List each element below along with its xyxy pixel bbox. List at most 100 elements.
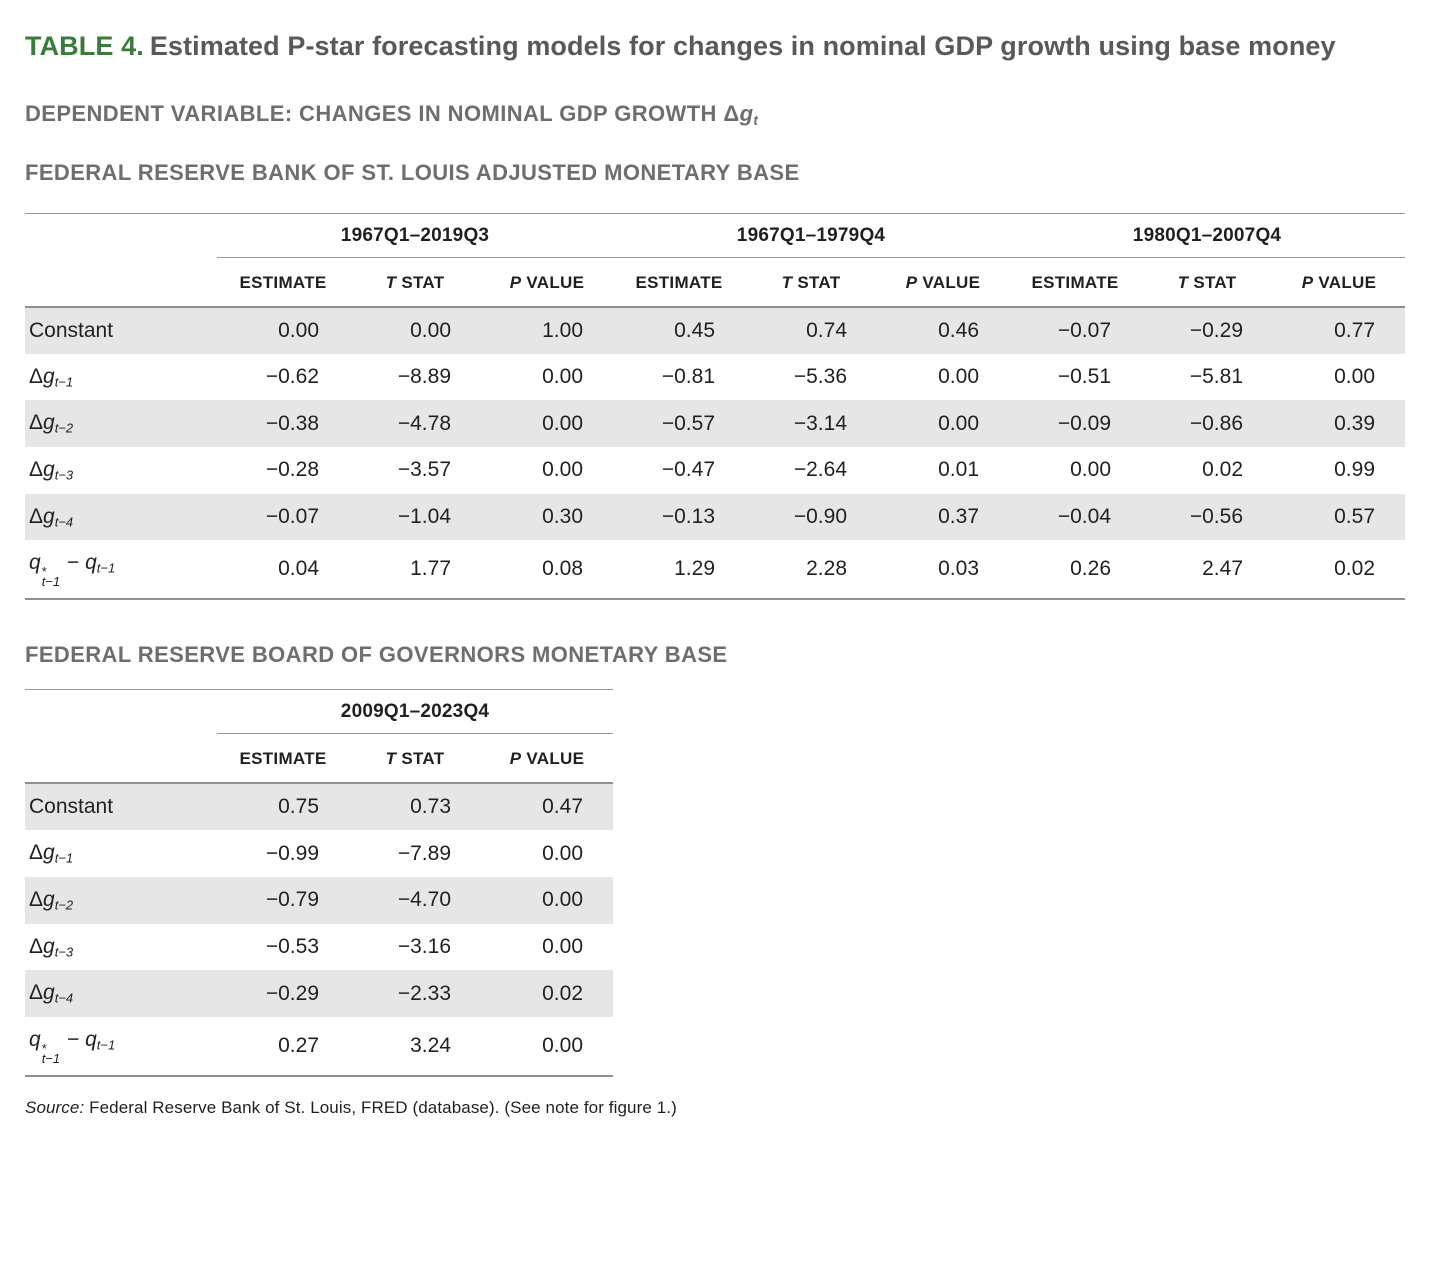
cell-value: −0.29: [217, 970, 349, 1017]
table-row: Δgt−4 −0.07 −1.04 0.30 −0.13 −0.90 0.37 −0.04 −0…: [25, 493, 1405, 541]
cell-value: 0.00: [542, 1034, 583, 1057]
row-label: Δgt−3: [29, 458, 74, 483]
column-header: P VALUE: [481, 257, 613, 308]
cell-value: 0.00: [349, 306, 481, 354]
column-header: ESTIMATE: [613, 257, 745, 308]
table-title: TABLE 4. Estimated P-star forecasting mod…: [25, 28, 1400, 65]
cell-value: −3.57: [397, 458, 451, 482]
cell-value: −7.89: [397, 841, 451, 865]
row-label: Δgt−1: [29, 841, 74, 867]
cell-value: 2.28: [806, 557, 847, 581]
table-row: Δgt−3 −0.53 −3.16 0.00: [25, 924, 613, 971]
row-label: q * t−1 − qt−1: [29, 1027, 116, 1066]
source-note: Source: Federal Reserve Bank of St. Loui…: [25, 1098, 677, 1118]
row-label: Constant: [25, 306, 217, 354]
cell-value: −0.07: [1009, 306, 1141, 354]
table-row: Δgt−1 −0.62 −8.89 0.00 −0.81 −5.36 0.00 −0.51 −5…: [25, 354, 1405, 401]
row-label: Δgt−3: [29, 934, 74, 960]
cell-value: −0.13: [613, 493, 745, 541]
cell-value: −0.28: [265, 458, 319, 482]
cell-value: −0.38: [217, 400, 349, 448]
cell-value: 0.39: [1273, 400, 1405, 448]
cell-value: 0.99: [1334, 458, 1375, 482]
section-heading-stlouis-adjusted-base: FEDERAL RESERVE BANK OF ST. LOUIS ADJUST…: [25, 159, 800, 185]
cell-value: −2.33: [349, 970, 481, 1017]
stlouis-adjusted-base-table: 1967Q1–2019Q3 1967Q1–1979Q4 1980Q1–2007Q4 E…: [25, 212, 1405, 601]
table-row: q * t−1 − qt−1 0.27 3.24 0.00: [25, 1017, 613, 1076]
row-label: Δgt−4: [25, 970, 217, 1017]
column-header: T STAT: [349, 257, 481, 308]
cell-value: −0.57: [613, 400, 745, 448]
cell-value: 0.46: [877, 306, 1009, 354]
cell-value: 0.37: [877, 493, 1009, 541]
corner-spacer: [25, 257, 217, 308]
stat-header-row: ESTIMATE T STAT P VALUE ESTIMATE T STAT P VAL…: [25, 257, 1405, 308]
cell-value: −4.70: [349, 877, 481, 924]
cell-value: −0.81: [661, 365, 715, 389]
table-row: Δgt−2 −0.38 −4.78 0.00 −0.57 −3.14 0.00 −0.09 −0…: [25, 400, 1405, 448]
column-header: P VALUE: [877, 257, 1009, 308]
row-label: q * t−1 − qt−1: [29, 551, 116, 590]
cell-value: 0.00: [542, 841, 583, 865]
corner-spacer: [25, 733, 217, 785]
cell-value: −0.04: [1009, 493, 1141, 541]
section-heading-board-of-governors-base: FEDERAL RESERVE BOARD OF GOVERNORS MONET…: [25, 642, 728, 668]
table-row: q * t−1 − qt−1 0.04 1.77 0.08 1.29 2.28 0.03 0.26…: [25, 540, 1405, 599]
cell-value: −0.51: [1057, 365, 1111, 389]
cell-value: 1.00: [481, 306, 613, 354]
cell-value: −0.56: [1141, 493, 1273, 541]
cell-value: −0.86: [1141, 400, 1273, 448]
row-label: Δgt−2: [25, 400, 217, 448]
cell-value: 0.00: [542, 365, 583, 389]
cell-value: 0.00: [1070, 458, 1111, 482]
cell-value: 0.47: [481, 783, 613, 831]
cell-value: −5.81: [1189, 365, 1243, 389]
cell-value: 0.00: [481, 877, 613, 924]
table-row: Δgt−1 −0.99 −7.89 0.00: [25, 830, 613, 877]
row-label: Δgt−4: [25, 493, 217, 541]
cell-value: 0.73: [349, 783, 481, 831]
row-label: Constant: [25, 783, 217, 831]
period-header-row: 2009Q1–2023Q4: [25, 689, 613, 735]
cell-value: 0.02: [1202, 458, 1243, 482]
stacked-script: * t−1: [41, 564, 61, 590]
cell-value: 0.26: [1070, 557, 1111, 581]
period-header-row: 1967Q1–2019Q3 1967Q1–1979Q4 1980Q1–2007Q4: [25, 213, 1405, 258]
period-header: 1980Q1–2007Q4: [1009, 213, 1405, 258]
row-label: Δgt−1: [29, 364, 74, 390]
cell-value: 1.77: [410, 557, 451, 581]
cell-value: −5.36: [793, 365, 847, 389]
period-header: 1967Q1–2019Q3: [217, 213, 613, 258]
cell-value: 0.00: [217, 306, 349, 354]
cell-value: 0.57: [1273, 493, 1405, 541]
column-header: ESTIMATE: [217, 257, 349, 308]
cell-value: 0.30: [481, 493, 613, 541]
column-header: T STAT: [745, 257, 877, 308]
column-header: ESTIMATE: [1009, 257, 1141, 308]
cell-value: 0.02: [1334, 557, 1375, 581]
cell-value: −0.90: [745, 493, 877, 541]
table-number-label: TABLE 4.: [25, 31, 144, 61]
column-header: ESTIMATE: [217, 733, 349, 785]
stat-header-row: ESTIMATE T STAT P VALUE: [25, 733, 613, 785]
corner-spacer: [25, 690, 217, 734]
cell-value: −0.99: [265, 841, 319, 865]
dependent-variable-heading: DEPENDENT VARIABLE: CHANGES IN NOMINAL G…: [25, 101, 758, 128]
table-row: Δgt−4 −0.29 −2.33 0.02: [25, 970, 613, 1017]
cell-value: −0.29: [1141, 306, 1273, 354]
cell-value: 0.75: [217, 783, 349, 831]
cell-value: −8.89: [397, 365, 451, 389]
table-row: Δgt−3 −0.28 −3.57 0.00 −0.47 −2.64 0.01 0.00 0.0…: [25, 447, 1405, 494]
cell-value: 0.27: [278, 1034, 319, 1057]
cell-value: 0.00: [877, 400, 1009, 448]
row-label: Δgt−2: [25, 877, 217, 924]
cell-value: 2.47: [1202, 557, 1243, 581]
cell-value: 0.00: [481, 400, 613, 448]
cell-value: 0.00: [1334, 365, 1375, 389]
cell-value: −3.16: [397, 935, 451, 959]
cell-value: −0.47: [661, 458, 715, 482]
cell-value: −0.62: [265, 365, 319, 389]
cell-value: 0.02: [481, 970, 613, 1017]
column-header: T STAT: [1141, 257, 1273, 308]
cell-value: 0.08: [542, 557, 583, 581]
